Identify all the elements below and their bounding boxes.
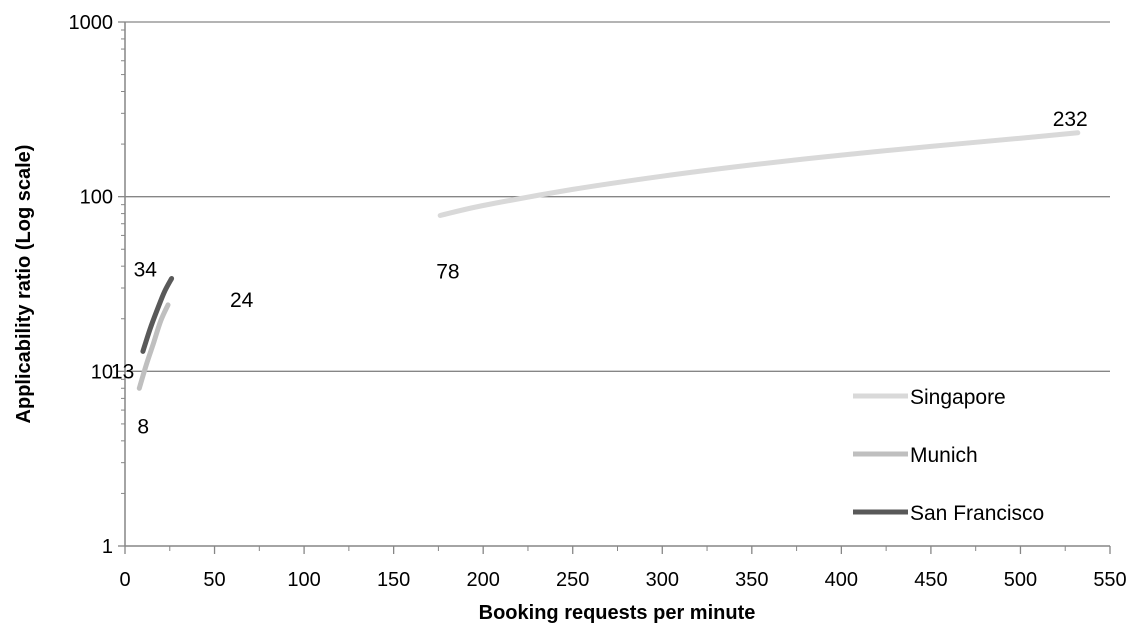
x-tick-label: 50 [203,569,225,591]
legend-label: Singapore [910,386,1006,409]
gridlines [125,21,1110,372]
x-tick-label: 200 [466,569,499,591]
legend-item: Munich [853,444,978,467]
x-tick-label: 500 [1004,569,1037,591]
x-tick-label: 450 [914,569,947,591]
data-label: 34 [134,259,158,282]
data-label: 13 [111,360,134,383]
axes [124,22,1110,547]
x-tick-label: 150 [377,569,410,591]
legend-item: Singapore [853,386,1006,409]
series-line-munich [136,302,171,391]
series-line-singapore [437,130,1081,218]
data-label: 8 [137,415,149,438]
x-tick-label: 300 [646,569,679,591]
x-tick-label: 0 [119,569,130,591]
y-tick-label: 1000 [69,12,114,34]
x-tick-label: 250 [556,569,589,591]
series-line-san-francisco [140,276,175,354]
y-tick-label: 10 [91,361,113,383]
data-label: 232 [1053,108,1088,131]
data-label: 24 [230,289,254,312]
x-tick-label: 550 [1093,569,1126,591]
y-tick-label: 100 [80,187,113,209]
legend-label: Munich [910,444,978,467]
series [136,130,1081,391]
legend: Singapore Munich San Francisco [853,386,1044,525]
data-labels: 78 232 8 24 13 34 [111,108,1088,438]
ticks: 1 10 100 1000 0 50 100 150 200 250 300 350 400 450 500… [69,12,1127,591]
y-tick-label: 1 [102,536,113,558]
x-tick-label: 350 [735,569,768,591]
y-axis-title: Applicability ratio (Log scale) [13,145,35,424]
x-axis-title: Booking requests per minute [479,602,756,624]
x-tick-label: 100 [287,569,320,591]
legend-item: San Francisco [853,502,1044,525]
legend-label: San Francisco [910,502,1044,525]
x-tick-label: 400 [825,569,858,591]
data-label: 78 [436,261,459,284]
